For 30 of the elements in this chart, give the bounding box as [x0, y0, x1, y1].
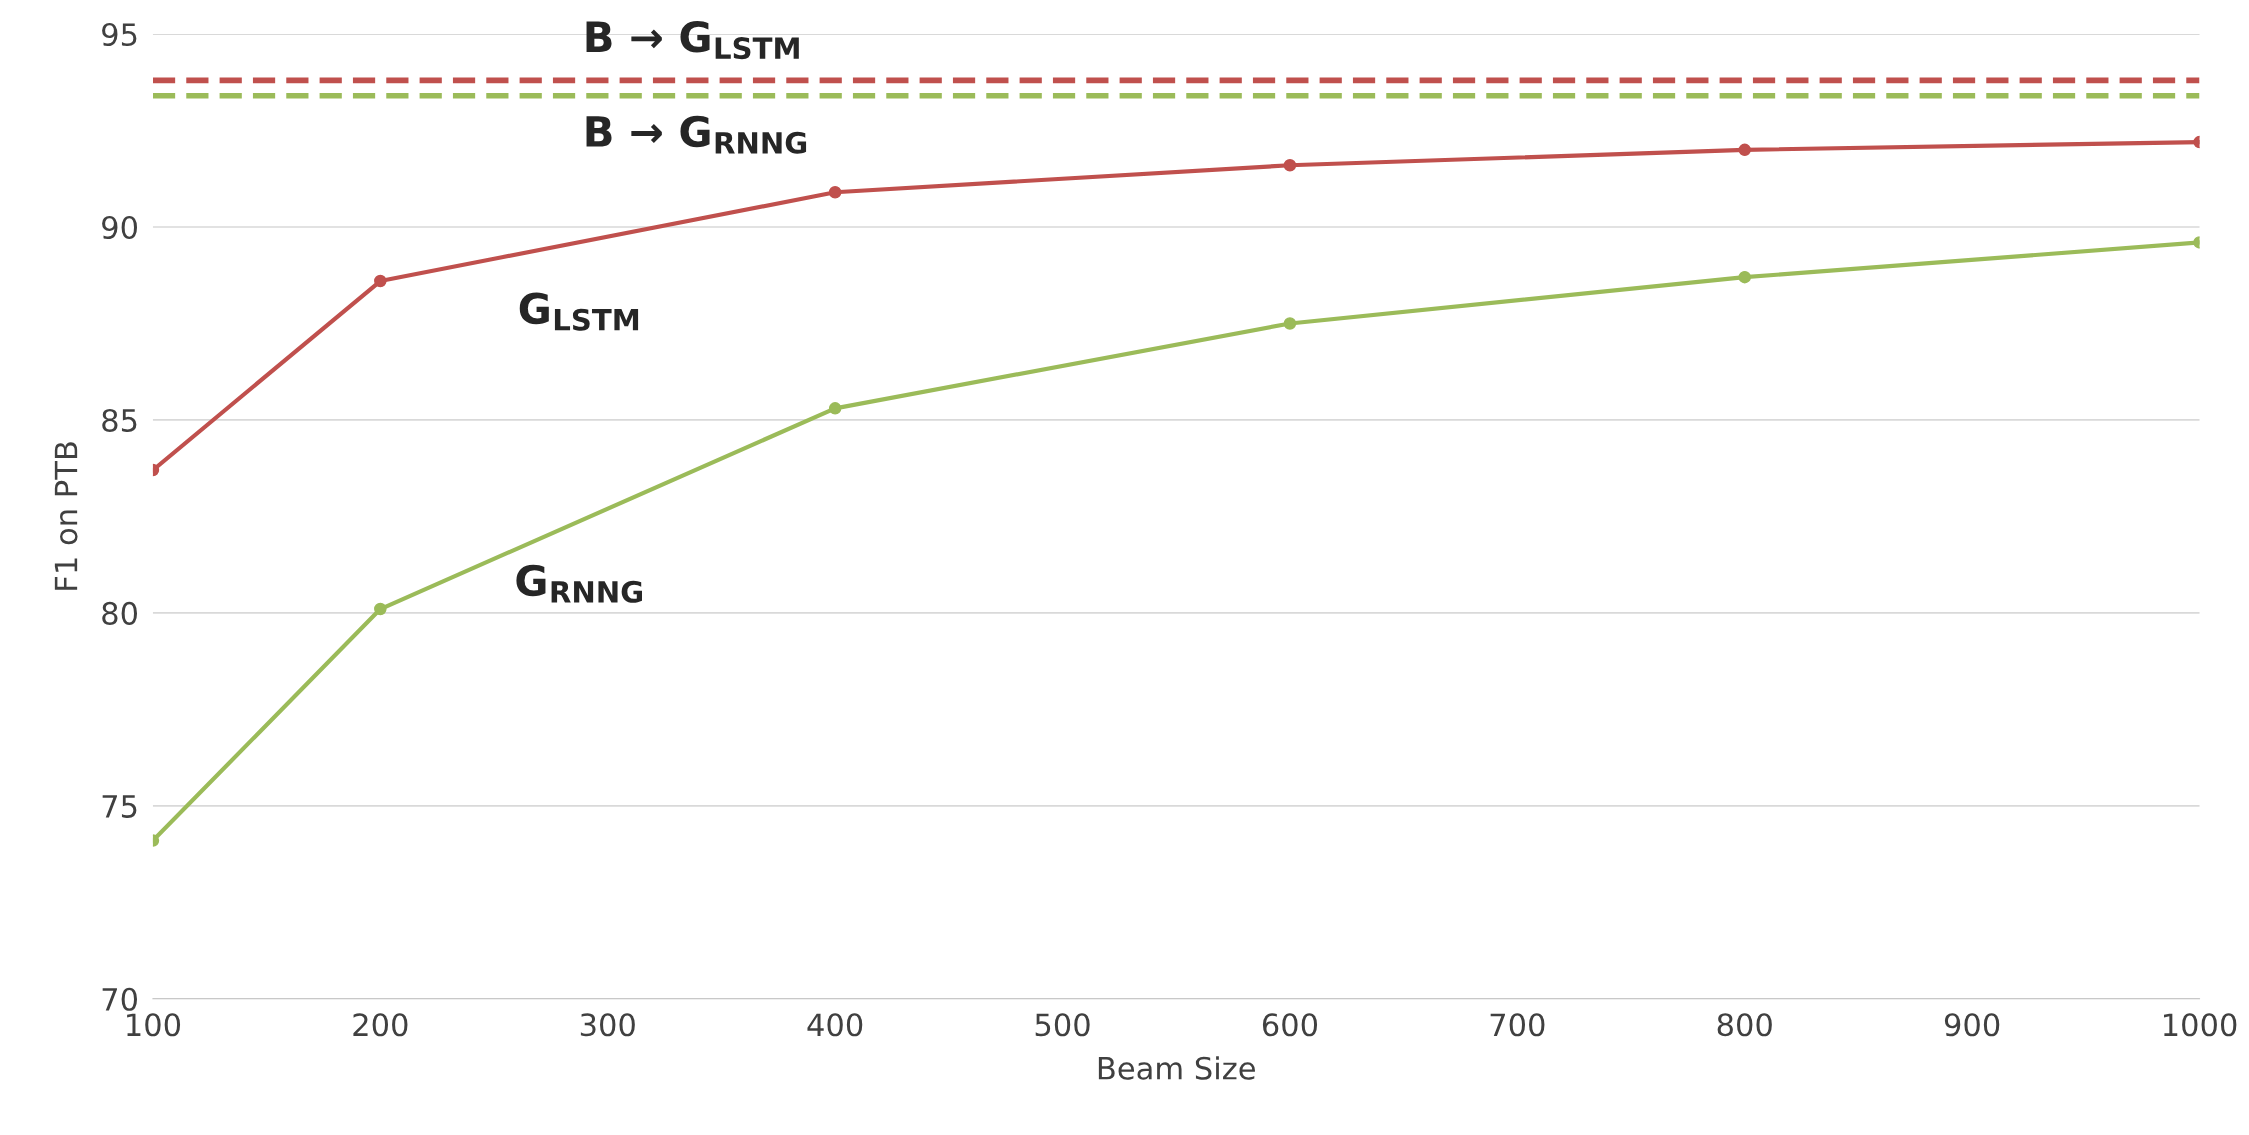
point: [828, 402, 842, 415]
series-label: G$_{RNNG}$: [516, 564, 642, 603]
ref-line-label: B → G$_{RNNG}$: [586, 115, 807, 154]
y-tick-label: 75: [102, 795, 137, 818]
y-axis-title: F1 on PTB: [54, 442, 78, 590]
x-tick-label: 700: [1490, 1013, 1545, 1037]
x-axis-title: Beam Size: [1098, 1056, 1255, 1080]
point: [374, 602, 387, 616]
y-tick-label: 85: [102, 408, 137, 432]
x-tick-label: 200: [353, 1013, 408, 1037]
point: [374, 274, 387, 288]
x-tick-label: 400: [807, 1013, 863, 1037]
y-tick-label: 80: [102, 601, 138, 625]
x-tick-label: 600: [1262, 1013, 1318, 1037]
point: [1283, 159, 1297, 172]
x-tick-label: 100: [127, 1013, 181, 1037]
x-tick-label: 300: [580, 1013, 635, 1037]
x-tick-label: 1000: [2164, 1013, 2237, 1037]
x-tick-label: 900: [1944, 1013, 2000, 1037]
series-label: G$_{LSTM}$: [519, 292, 639, 331]
point: [1738, 143, 1751, 157]
y-tick-label: 95: [102, 22, 137, 47]
x-tick-label: 800: [1717, 1013, 1772, 1037]
y-tick-label: 90: [102, 215, 138, 240]
x-tick-label: 500: [1035, 1013, 1090, 1037]
y-tick-label: 70: [102, 987, 138, 1011]
point: [1283, 317, 1297, 330]
ref-line-label: B → G$_{LSTM}$: [586, 21, 799, 60]
point: [828, 186, 842, 199]
point: [1738, 270, 1751, 284]
